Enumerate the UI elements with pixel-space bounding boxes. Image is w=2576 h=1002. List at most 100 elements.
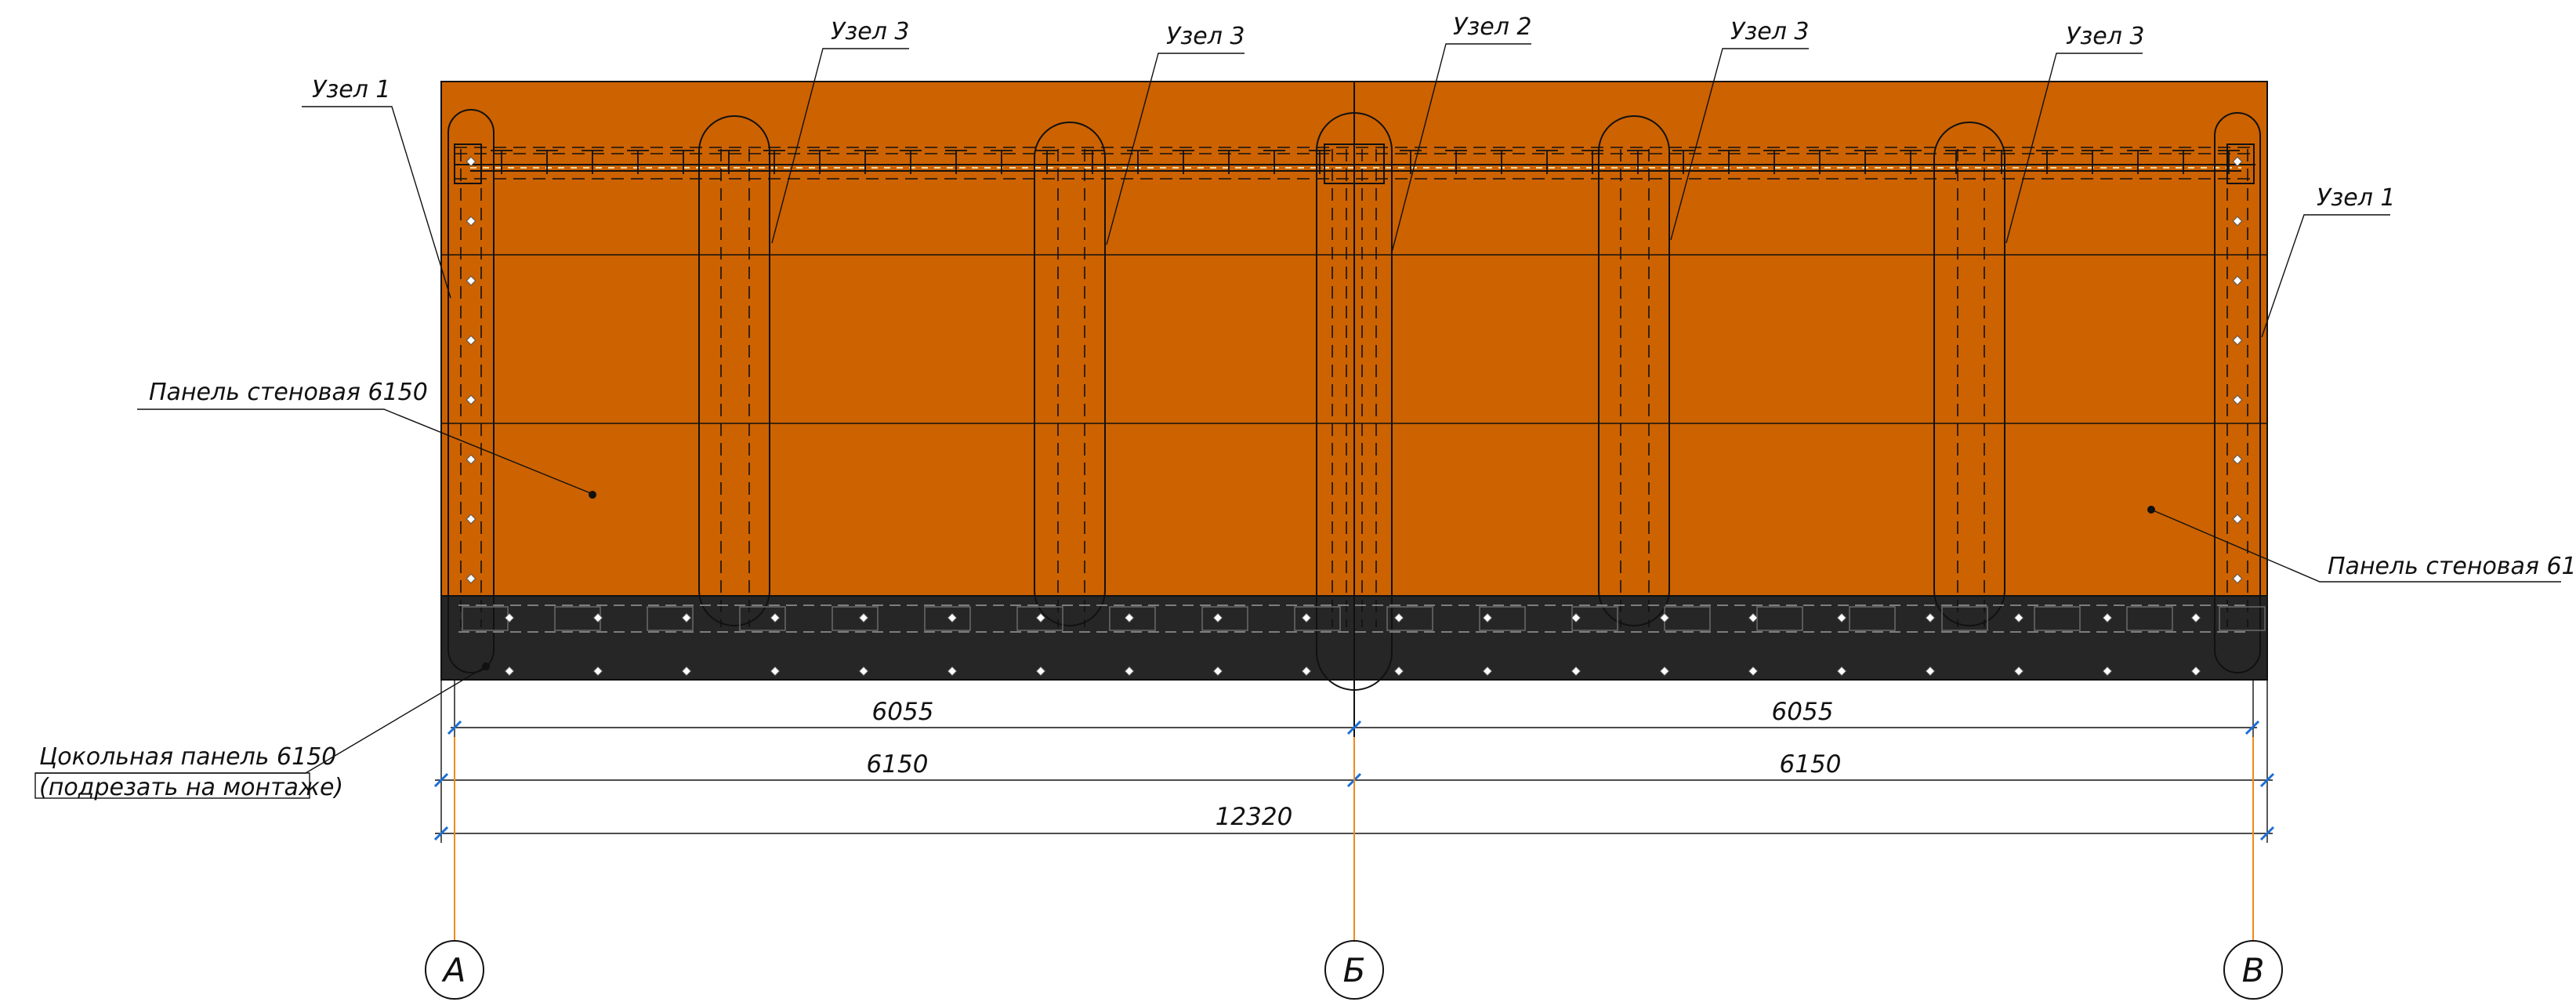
node-oval-uzel2 [1316,112,1393,691]
plinth-plate [647,606,694,631]
bolt-marker [1212,666,1223,677]
label-panel-left: Панель стеновая 6150 [149,379,428,406]
bolt-marker [1035,666,1046,677]
bolt-marker [2013,666,2024,677]
bolt-marker [1925,612,1936,623]
bolt-marker [466,454,476,465]
plinth-plate [2126,606,2173,631]
bolt-marker [1925,666,1936,677]
bolt-marker [1301,612,1312,623]
purlin-hangers [491,150,2240,174]
node-oval-uzel3-a [698,115,770,626]
axis-bubble-v [2223,940,2283,1000]
grid-axes: А Б В [425,737,2283,1000]
node-oval-uzel1-left [447,109,495,673]
bolt-marker [2232,216,2243,227]
callout-labels: Узел 1 Узел 3 Узел 3 Узел 2 Узел 3 Узел … [39,13,2576,801]
node-oval-uzel3-b [1034,122,1106,626]
bolt-marker [1571,612,1581,623]
bolt-marker [504,612,515,623]
dimension-values: 6055 6055 6150 6150 12320 [867,698,1842,831]
bolt-marker [681,666,692,677]
beam-end-plate [2226,143,2255,184]
bolt-marker [681,612,692,623]
plinth-plate [1201,606,1248,631]
bolt-marker [1659,666,1670,677]
label-plinth-line1: Цокольная панель 6150 [39,743,336,771]
label-plinth-line2: (подрезать на монтаже) [39,774,343,801]
plinth-plate [1849,606,1896,631]
bolt-marker [2232,394,2243,405]
bolt-marker [2232,573,2243,584]
bolt-marker [1748,612,1759,623]
dim-6055-left: 6055 [872,698,934,726]
top-beam [454,143,2255,184]
plinth-plate [2219,606,2266,631]
bolt-marker [2190,666,2201,677]
bolt-marker [592,612,603,623]
bolt-marker [858,612,869,623]
bolt-marker [504,666,515,677]
axis-label-v: В [2242,951,2265,989]
bolt-marker [947,666,958,677]
bolt-marker [1212,612,1223,623]
wall-panel-left [440,81,1355,597]
columns [460,149,2248,627]
plinth-plate [1941,606,1988,631]
bolt-marker [2190,612,2201,623]
bolt-marker [1748,666,1759,677]
plinth-plate [1294,606,1341,631]
bolt-marker [466,514,476,525]
bolt-marker [1301,666,1312,677]
callout-leaders [34,43,2561,799]
label-uzel2: Узел 2 [1453,13,1532,41]
bolt-marker [2232,335,2243,346]
bolt-marker [2102,666,2113,677]
plinth-plate [1479,606,1526,631]
node-oval-uzel1-right [2214,112,2261,673]
bolt-marker [466,573,476,584]
bolt-marker [858,666,869,677]
axis-label-b: Б [1343,951,1366,989]
plinth-label-frame [34,772,310,799]
beam-end-plate [454,143,482,184]
bolt-marker [2013,612,2024,623]
bolt-marker [1124,612,1135,623]
bolt-marker [592,666,603,677]
bolt-marker [466,394,476,405]
bolt-marker [1836,612,1847,623]
bolt-marker [466,335,476,346]
plinth-plate [831,606,879,631]
bolt-marker [2232,275,2243,286]
bolt-marker [1482,612,1493,623]
node-ovals [447,109,2261,691]
plinth-plate [924,606,971,631]
axis-bubble-b [1324,940,1384,1000]
bolt-marker [947,612,958,623]
plinth-plate [1386,606,1433,631]
bolt-marker [1035,612,1046,623]
label-panel-right: Панель стеновая 6150 [2328,553,2576,580]
bolt-marker [1393,666,1404,677]
bolt-marker [2102,612,2113,623]
label-uzel3-c: Узел 3 [1730,18,1810,45]
bolt-marker [1482,666,1493,677]
dim-6150-right: 6150 [1780,750,1842,779]
plinth-plate [1109,606,1156,631]
plinth-fasteners [458,604,2266,677]
plinth-plate [1016,606,1063,631]
beam-end-plate [1353,143,1385,184]
label-uzel1-right: Узел 1 [2317,184,2396,212]
bolt-marker [1836,666,1847,677]
bolt-marker [1571,666,1581,677]
bolt-marker [466,216,476,227]
bolt-marker [2232,514,2243,525]
side-fasteners [466,156,2243,584]
label-uzel3-a: Узел 3 [831,18,910,45]
bolt-marker [770,666,781,677]
bolt-marker [770,612,781,623]
node-oval-uzel3-c [1598,115,1670,626]
axis-bubble-a [425,940,484,1000]
node-oval-uzel3-d [1933,122,2005,626]
